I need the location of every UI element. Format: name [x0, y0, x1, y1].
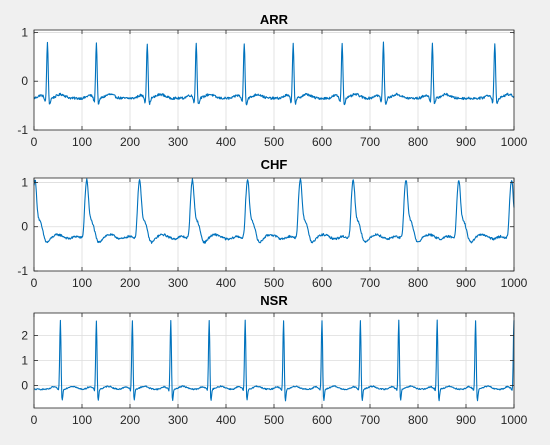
x-tick-label: 0 [31, 276, 38, 290]
x-tick-label: 0 [31, 413, 38, 427]
chart-title: ARR [260, 12, 289, 27]
ecg-panel-nsr: 0 100 200 300 400 500 600 700 800 900 1000 0 1 2 NSR [21, 293, 527, 427]
y-tick-label: 0 [21, 220, 28, 234]
x-tick-label: 100 [72, 135, 92, 149]
ecg-series-line [33, 319, 515, 402]
x-tick-label: 400 [216, 135, 236, 149]
y-tick-label: 0 [21, 74, 28, 88]
x-tick-label: 600 [312, 135, 332, 149]
x-tick-label: 900 [456, 276, 476, 290]
x-tick-label: 200 [120, 135, 140, 149]
x-tick-label: 600 [312, 276, 332, 290]
x-tick-label: 800 [408, 413, 428, 427]
x-tick-label: 500 [264, 413, 284, 427]
y-tick-label: -1 [17, 264, 28, 278]
y-tick-label: 1 [21, 175, 28, 189]
x-tick-label: 500 [264, 135, 284, 149]
chart-title: CHF [261, 157, 288, 172]
ecg-series-line [33, 178, 515, 244]
x-tick-label: 1000 [501, 413, 528, 427]
x-tick-label: 700 [360, 135, 380, 149]
x-tick-label: 800 [408, 135, 428, 149]
x-tick-label: 300 [168, 135, 188, 149]
y-tick-label: -1 [17, 123, 28, 137]
x-tick-label: 0 [31, 135, 38, 149]
x-tick-label: 500 [264, 276, 284, 290]
ecg-series-line [33, 41, 515, 106]
y-tick-label: 1 [21, 25, 28, 39]
x-tick-label: 800 [408, 276, 428, 290]
x-tick-label: 400 [216, 413, 236, 427]
y-tick-label: 1 [21, 354, 28, 368]
x-tick-label: 200 [120, 413, 140, 427]
x-tick-label: 900 [456, 135, 476, 149]
chart-title: NSR [260, 293, 288, 308]
x-tick-label: 600 [312, 413, 332, 427]
x-tick-label: 100 [72, 413, 92, 427]
x-tick-label: 1000 [501, 276, 528, 290]
x-tick-label: 300 [168, 276, 188, 290]
x-tick-label: 900 [456, 413, 476, 427]
x-tick-label: 200 [120, 276, 140, 290]
x-tick-label: 700 [360, 413, 380, 427]
y-tick-label: 0 [21, 379, 28, 393]
x-tick-label: 1000 [501, 135, 528, 149]
x-tick-label: 700 [360, 276, 380, 290]
x-tick-label: 300 [168, 413, 188, 427]
y-tick-label: 2 [21, 329, 28, 343]
x-tick-label: 400 [216, 276, 236, 290]
x-tick-label: 100 [72, 276, 92, 290]
